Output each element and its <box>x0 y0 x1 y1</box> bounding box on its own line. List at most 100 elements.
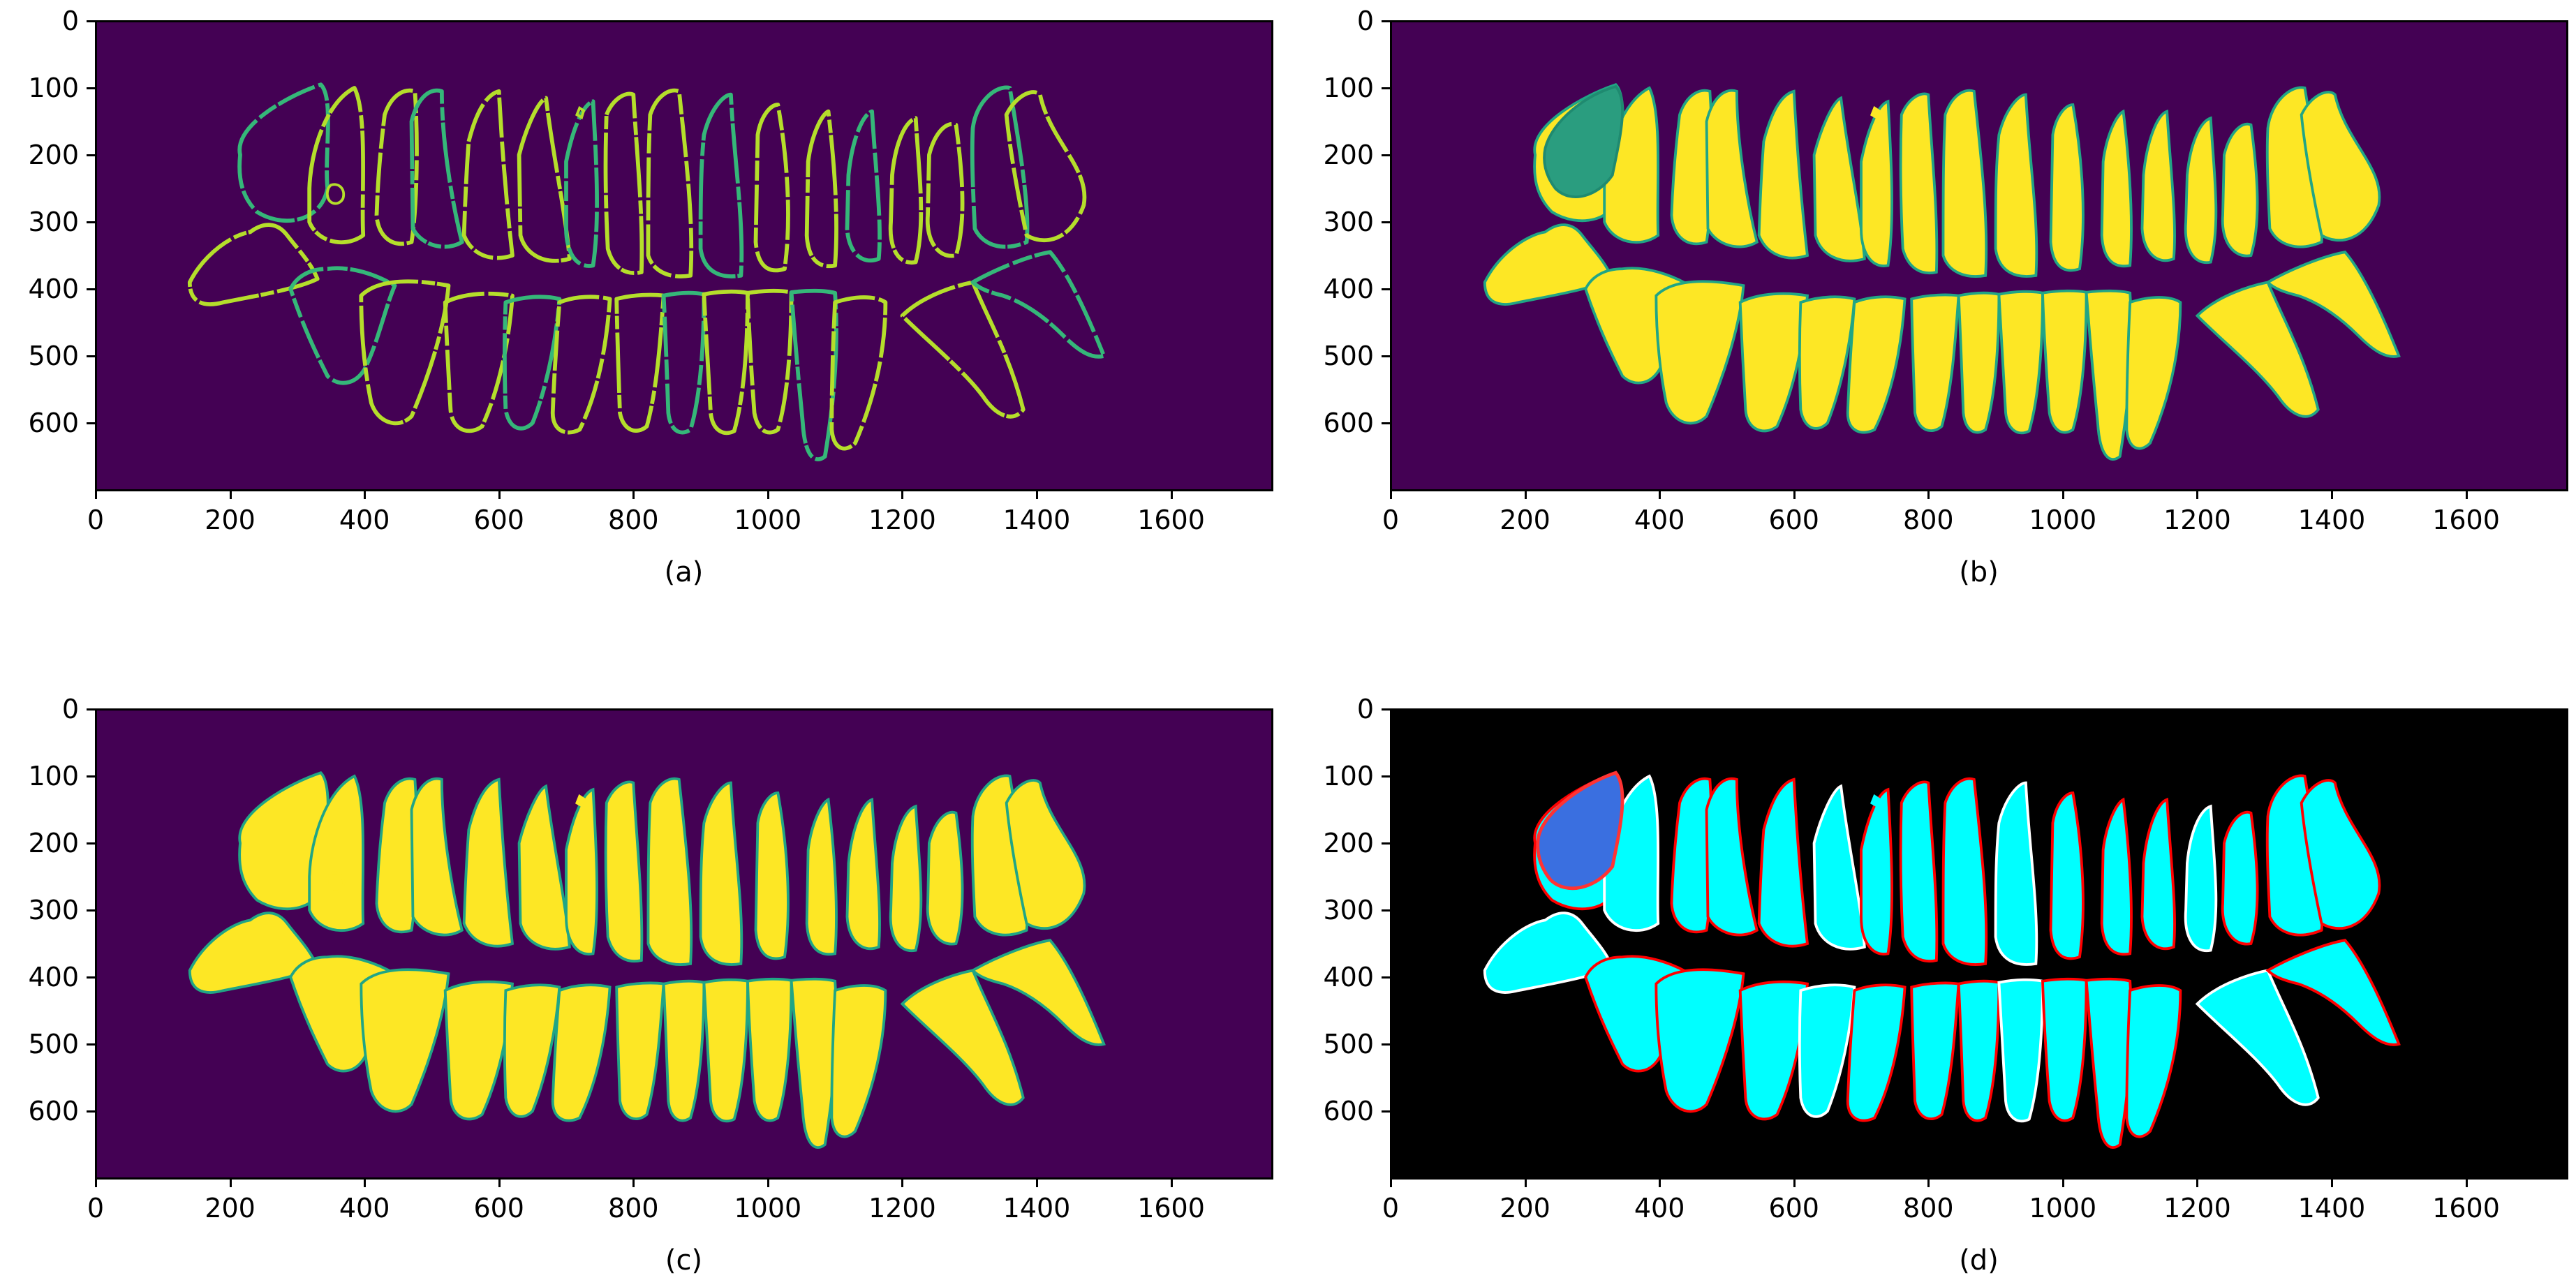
tooth-mask <box>375 777 418 934</box>
y-tick-label: 400 <box>28 962 79 992</box>
tooth-mask <box>805 797 838 956</box>
x-tick-label: 1200 <box>868 505 936 535</box>
y-tick-mark <box>87 775 95 778</box>
y-tick-label: 500 <box>28 1029 79 1059</box>
x-tick-mark <box>1927 491 1930 499</box>
teeth-group <box>187 82 1106 461</box>
x-tick-mark <box>1524 1179 1527 1187</box>
tooth-contour <box>237 82 330 223</box>
x-tick-label: 1600 <box>2432 1193 2500 1223</box>
tooth-contour <box>698 92 744 278</box>
x-tick-label: 200 <box>205 1193 256 1223</box>
x-tick-mark <box>2061 491 2064 499</box>
x-tick-label: 600 <box>473 1193 524 1223</box>
y-tick-mark <box>1382 355 1390 357</box>
tooth-contour <box>307 86 366 245</box>
x-tick-label: 1600 <box>1137 505 1205 535</box>
tooth-contour <box>443 291 515 433</box>
x-tick-mark <box>1390 1179 1392 1187</box>
tooth-mask <box>1705 89 1759 248</box>
tooth-contour <box>187 223 320 306</box>
tooth-overlay <box>2125 984 2182 1138</box>
tooth-mask <box>662 979 706 1122</box>
x-tick-mark <box>364 491 367 499</box>
image-axes <box>96 709 1272 1178</box>
image-axes <box>1391 21 2567 490</box>
x-tick-mark <box>2465 1179 2468 1187</box>
tooth-contour <box>461 89 515 260</box>
tooth-contour <box>900 280 1026 419</box>
tooth-mask <box>699 781 743 966</box>
panel-caption: (b) <box>1959 556 1999 588</box>
tooth-mask <box>900 969 1025 1106</box>
x-tick-label: 1200 <box>2163 505 2231 535</box>
tooth-mask <box>702 978 749 1123</box>
x-tick-mark <box>1036 491 1038 499</box>
x-tick-label: 1400 <box>2297 1193 2366 1223</box>
third-molar-region <box>1536 771 1624 891</box>
tooth-mask <box>2265 251 2401 358</box>
y-tick-label: 400 <box>28 274 79 304</box>
tooth-mask <box>1757 89 1809 260</box>
tooth-mask <box>1997 290 2044 435</box>
y-tick-mark <box>1382 1043 1390 1046</box>
stray-fragment <box>575 794 586 808</box>
x-tick-label: 800 <box>608 1193 659 1223</box>
x-tick-mark <box>1390 491 1392 499</box>
tooth-mask <box>1812 96 1866 262</box>
y-tick-mark <box>1382 909 1390 912</box>
tooth-contour <box>646 88 694 278</box>
x-tick-label: 600 <box>473 505 524 535</box>
tooth-mask <box>1994 93 2038 278</box>
image-axes <box>1391 709 2567 1178</box>
tooth-contour <box>970 85 1030 249</box>
tooth-contour <box>970 250 1106 359</box>
panel-caption: (c) <box>665 1244 703 1277</box>
y-tick-label: 400 <box>1323 274 1374 304</box>
x-tick-mark <box>1036 1179 1038 1187</box>
stray-fragment <box>325 183 346 205</box>
tooth-contour <box>288 266 397 385</box>
x-tick-label: 800 <box>1903 505 1954 535</box>
tooth-mask <box>926 810 964 946</box>
panel-d: 0 200 400 600 800 1000 1200 1400 1600 0 100 200 300 4… <box>1323 696 2568 1274</box>
tooth-mask <box>503 983 561 1118</box>
y-tick-label: 0 <box>1356 694 1374 724</box>
tooth-contour <box>1004 90 1087 243</box>
x-tick-mark <box>901 1179 904 1187</box>
tooth-overlay <box>1910 981 1960 1121</box>
tooth-mask <box>2221 122 2259 258</box>
x-tick-mark <box>1170 1179 1173 1187</box>
tooth-contour <box>845 109 882 263</box>
y-tick-label: 300 <box>28 207 79 237</box>
x-tick-label: 1000 <box>734 1193 802 1223</box>
tooth-overlay <box>1941 777 1988 966</box>
tooth-mask <box>1941 89 1988 278</box>
tooth-overlay <box>2300 779 2381 930</box>
tooth-mask <box>1670 89 1713 246</box>
x-tick-label: 200 <box>205 505 256 535</box>
tooth-contour <box>925 121 965 258</box>
x-tick-mark <box>229 1179 232 1187</box>
tooth-contour <box>753 103 790 273</box>
y-tick-mark <box>87 221 95 223</box>
y-tick-mark <box>87 708 95 711</box>
tooth-overlay <box>2184 804 2218 953</box>
tooth-overlay <box>1798 983 1856 1118</box>
x-tick-mark <box>1170 491 1173 499</box>
x-tick-mark <box>1524 491 1527 499</box>
tooth-mask <box>1957 291 2001 434</box>
y-tick-mark <box>1382 154 1390 156</box>
tooth-mask <box>2041 289 2088 434</box>
x-tick-label: 1400 <box>1002 505 1071 535</box>
x-tick-mark <box>498 491 501 499</box>
y-tick-label: 500 <box>1323 341 1374 371</box>
x-tick-label: 1600 <box>2432 505 2500 535</box>
x-tick-label: 0 <box>87 505 105 535</box>
y-tick-mark <box>87 1043 95 1046</box>
tooth-mask <box>604 780 644 962</box>
tooth-mask <box>2140 109 2176 262</box>
tooth-mask <box>2184 116 2218 265</box>
y-tick-mark <box>1382 775 1390 778</box>
x-tick-label: 400 <box>1634 1193 1685 1223</box>
